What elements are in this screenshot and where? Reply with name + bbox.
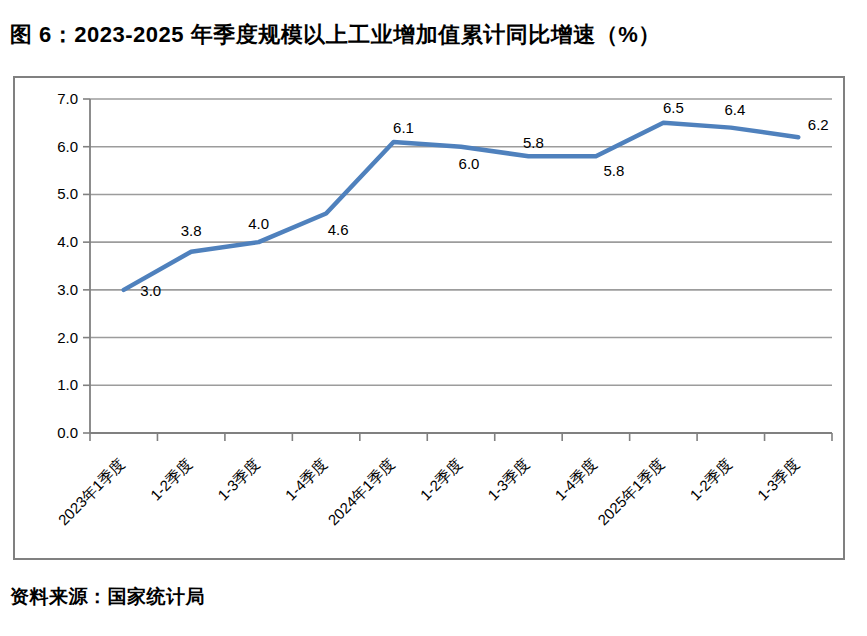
chart-frame: 0.0 1.0 2.0 3.0 4.0 5.0 6.0 7.0 3.0 3.8 4.0 4.6 6.1 6… [13, 76, 845, 560]
x-tick-label: 2023年1季度 [55, 455, 128, 528]
value-label: 6.5 [663, 99, 684, 116]
x-tick-label: 1-2季度 [417, 455, 466, 504]
x-tick-label: 1-3季度 [484, 455, 533, 504]
value-label: 4.6 [328, 221, 349, 238]
x-tick-label: 1-2季度 [147, 455, 196, 504]
x-tick-label: 1-4季度 [282, 455, 331, 504]
series-line [124, 123, 799, 290]
value-label: 6.4 [724, 101, 745, 118]
y-tick-label: 5.0 [57, 185, 78, 202]
value-label: 5.8 [523, 134, 544, 151]
y-tick-label: 1.0 [57, 376, 78, 393]
x-tick-label: 2024年1季度 [324, 455, 397, 528]
value-label: 6.0 [459, 155, 480, 172]
y-tick-label: 7.0 [57, 90, 78, 107]
x-tick-label: 2025年1季度 [594, 455, 667, 528]
y-tick-label: 4.0 [57, 233, 78, 250]
figure-title: 图 6：2023-2025 年季度规模以上工业增加值累计同比增速（%） [10, 20, 860, 50]
value-label: 6.2 [808, 116, 829, 133]
value-label: 6.1 [393, 119, 414, 136]
y-tick-label: 2.0 [57, 329, 78, 346]
value-label: 3.0 [140, 282, 161, 299]
source-note: 资料来源：国家统计局 [10, 584, 205, 610]
y-tick-label: 0.0 [57, 424, 78, 441]
value-label: 5.8 [603, 162, 624, 179]
chart-svg: 0.0 1.0 2.0 3.0 4.0 5.0 6.0 7.0 3.0 3.8 4.0 4.6 6.1 6… [15, 78, 843, 558]
x-tick-label: 1-4季度 [551, 455, 600, 504]
y-tick-label: 6.0 [57, 138, 78, 155]
x-tick-label: 1-2季度 [686, 455, 735, 504]
value-label: 4.0 [248, 215, 269, 232]
x-tick-label: 1-3季度 [214, 455, 263, 504]
y-tick-label: 3.0 [57, 281, 78, 298]
x-tick-label: 1-3季度 [754, 455, 803, 504]
value-label: 3.8 [181, 222, 202, 239]
